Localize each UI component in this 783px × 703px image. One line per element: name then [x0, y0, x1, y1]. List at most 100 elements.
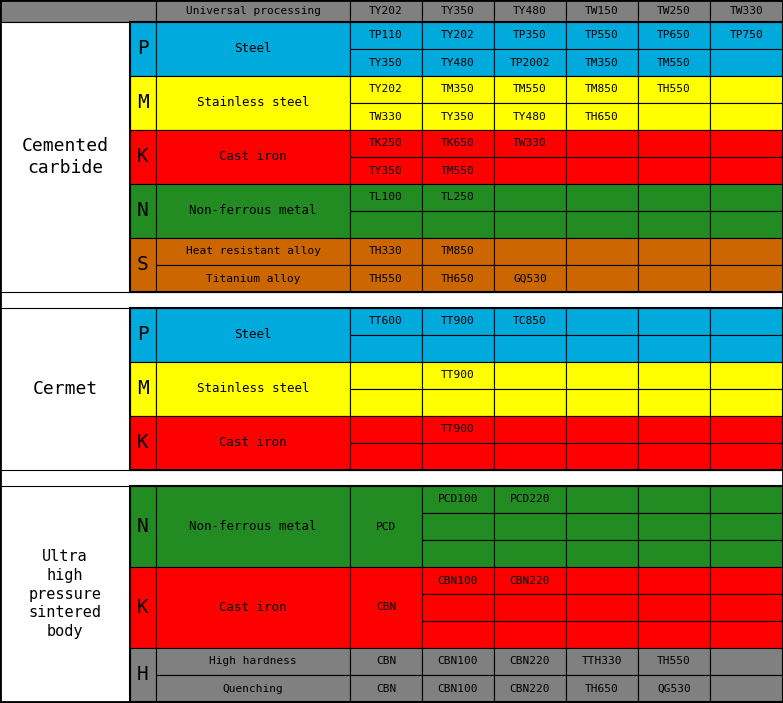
Bar: [422, 103, 494, 130]
Bar: [566, 184, 638, 211]
Bar: [638, 486, 710, 513]
Bar: [156, 22, 350, 76]
Text: TY202: TY202: [441, 30, 474, 41]
Bar: [494, 211, 566, 238]
Text: TW330: TW330: [730, 6, 763, 16]
Text: TY480: TY480: [513, 112, 547, 122]
Bar: [494, 486, 566, 513]
Bar: [566, 443, 638, 470]
Bar: [566, 540, 638, 567]
Bar: [422, 362, 494, 389]
Text: N: N: [137, 517, 149, 536]
Bar: [566, 211, 638, 238]
Bar: [156, 265, 350, 292]
Bar: [566, 103, 638, 130]
Bar: [350, 265, 422, 292]
Text: TH330: TH330: [369, 247, 403, 257]
Text: TP2002: TP2002: [510, 58, 550, 67]
Bar: [130, 567, 156, 648]
Text: Cast iron: Cast iron: [219, 437, 287, 449]
Bar: [638, 648, 710, 675]
Bar: [156, 308, 350, 362]
Bar: [638, 675, 710, 702]
Text: TW330: TW330: [369, 112, 403, 122]
Text: QG530: QG530: [657, 683, 691, 693]
Bar: [350, 443, 422, 470]
Text: TY202: TY202: [369, 84, 403, 94]
Text: High hardness: High hardness: [209, 657, 297, 666]
Text: Steel: Steel: [234, 42, 272, 56]
Bar: [638, 130, 710, 157]
Text: TT600: TT600: [369, 316, 403, 326]
Text: TY350: TY350: [441, 6, 474, 16]
Bar: [566, 648, 638, 675]
Bar: [638, 362, 710, 389]
Bar: [710, 157, 783, 184]
Bar: [638, 49, 710, 76]
Bar: [566, 513, 638, 540]
Bar: [0, 308, 130, 470]
Bar: [156, 130, 350, 184]
Bar: [710, 211, 783, 238]
Text: TM350: TM350: [441, 84, 474, 94]
Bar: [638, 211, 710, 238]
Bar: [422, 594, 494, 621]
Bar: [710, 486, 783, 513]
Bar: [494, 184, 566, 211]
Bar: [422, 211, 494, 238]
Bar: [422, 184, 494, 211]
Bar: [0, 486, 130, 702]
Bar: [638, 621, 710, 648]
Text: Steel: Steel: [234, 328, 272, 342]
Bar: [638, 157, 710, 184]
Text: TY480: TY480: [441, 58, 474, 67]
Text: Non-ferrous metal: Non-ferrous metal: [189, 205, 317, 217]
Bar: [156, 238, 350, 265]
Bar: [566, 416, 638, 443]
Bar: [710, 130, 783, 157]
Text: PCD220: PCD220: [510, 494, 550, 505]
Text: Non-ferrous metal: Non-ferrous metal: [189, 520, 317, 533]
Bar: [422, 648, 494, 675]
Bar: [350, 416, 422, 443]
Text: S: S: [137, 255, 149, 274]
Bar: [710, 238, 783, 265]
Bar: [422, 675, 494, 702]
Bar: [710, 103, 783, 130]
Bar: [422, 416, 494, 443]
Bar: [710, 389, 783, 416]
Bar: [710, 49, 783, 76]
Text: K: K: [137, 148, 149, 167]
Bar: [350, 184, 422, 211]
Bar: [130, 22, 156, 76]
Bar: [156, 648, 350, 675]
Text: CBN220: CBN220: [510, 683, 550, 693]
Bar: [422, 76, 494, 103]
Bar: [350, 157, 422, 184]
Bar: [130, 416, 156, 470]
Bar: [494, 675, 566, 702]
Bar: [710, 335, 783, 362]
Bar: [710, 567, 783, 594]
Bar: [494, 621, 566, 648]
Bar: [156, 675, 350, 702]
Bar: [156, 76, 350, 130]
Bar: [710, 675, 783, 702]
Bar: [710, 648, 783, 675]
Bar: [494, 594, 566, 621]
Text: TC850: TC850: [513, 316, 547, 326]
Text: TTH330: TTH330: [582, 657, 622, 666]
Bar: [566, 157, 638, 184]
Bar: [350, 130, 422, 157]
Bar: [494, 443, 566, 470]
Text: TM550: TM550: [513, 84, 547, 94]
Bar: [0, 22, 130, 292]
Bar: [566, 265, 638, 292]
Bar: [494, 567, 566, 594]
Bar: [494, 130, 566, 157]
Bar: [422, 621, 494, 648]
Bar: [638, 238, 710, 265]
Bar: [130, 648, 156, 702]
Bar: [130, 308, 156, 362]
Bar: [350, 76, 422, 103]
